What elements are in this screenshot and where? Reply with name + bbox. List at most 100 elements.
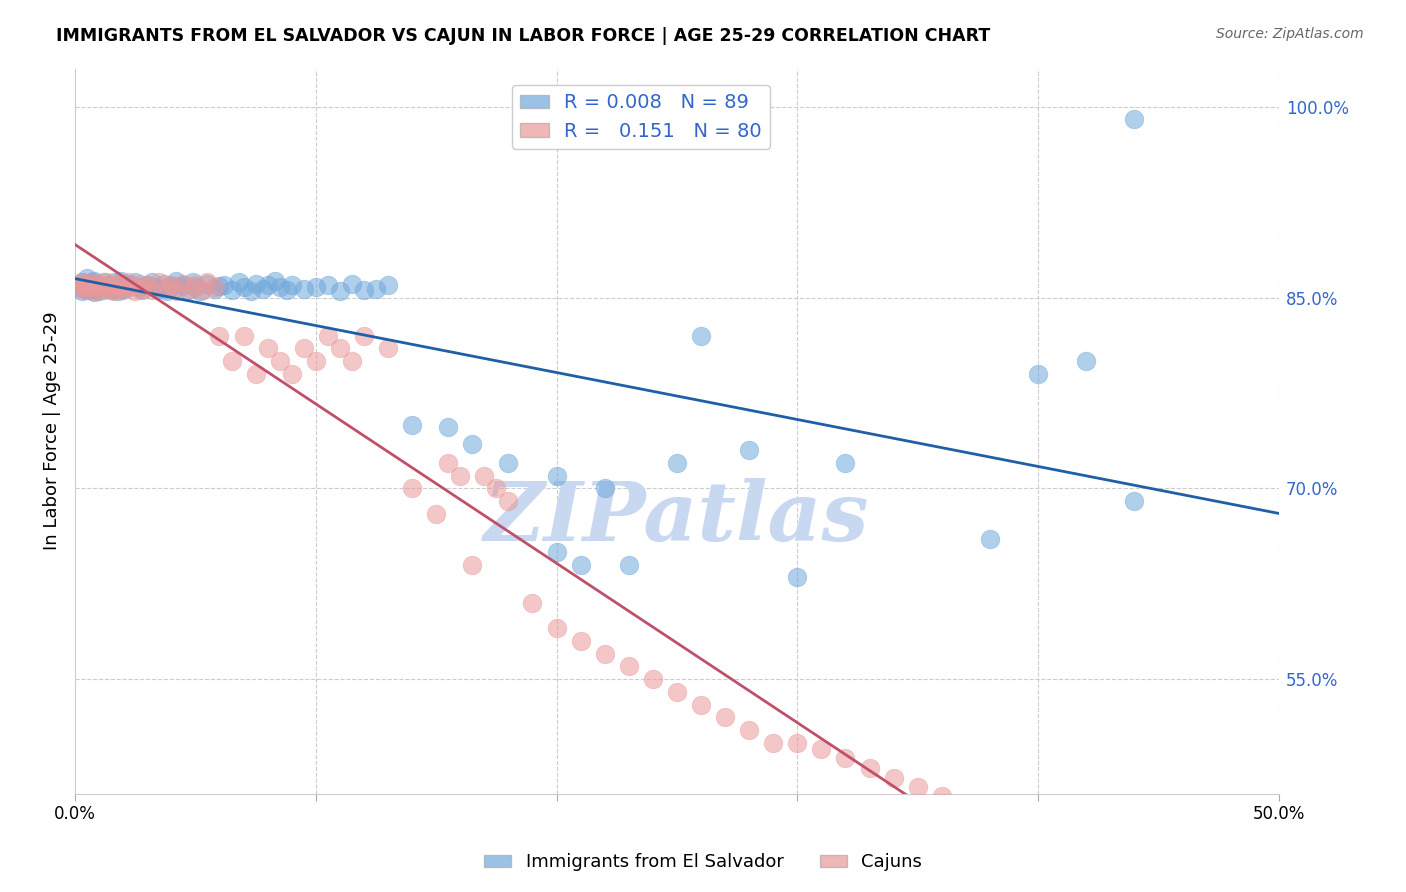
Point bbox=[76, 271, 98, 285]
Point bbox=[165, 284, 187, 298]
Point bbox=[449, 468, 471, 483]
Point bbox=[112, 283, 135, 297]
Point bbox=[79, 277, 101, 291]
Point bbox=[232, 280, 254, 294]
Point bbox=[129, 280, 152, 294]
Point bbox=[690, 328, 713, 343]
Point bbox=[617, 558, 640, 572]
Point bbox=[80, 275, 103, 289]
Point bbox=[181, 275, 204, 289]
Point bbox=[104, 277, 127, 291]
Point bbox=[329, 342, 352, 356]
Point bbox=[1002, 812, 1025, 826]
Point bbox=[221, 283, 243, 297]
Point bbox=[121, 280, 143, 294]
Point bbox=[70, 275, 93, 289]
Point bbox=[1123, 494, 1146, 508]
Point bbox=[66, 277, 89, 292]
Point bbox=[437, 456, 460, 470]
Point bbox=[340, 354, 363, 368]
Point bbox=[124, 275, 146, 289]
Point bbox=[280, 367, 302, 381]
Point bbox=[214, 277, 236, 292]
Point bbox=[269, 280, 291, 294]
Point bbox=[110, 277, 132, 292]
Point bbox=[70, 284, 93, 298]
Point bbox=[96, 280, 118, 294]
Point bbox=[73, 283, 96, 297]
Point bbox=[472, 468, 495, 483]
Text: Source: ZipAtlas.com: Source: ZipAtlas.com bbox=[1216, 27, 1364, 41]
Point bbox=[87, 282, 110, 296]
Point bbox=[377, 342, 399, 356]
Point bbox=[377, 277, 399, 292]
Point bbox=[69, 280, 91, 294]
Point bbox=[96, 275, 118, 289]
Y-axis label: In Labor Force | Age 25-29: In Labor Force | Age 25-29 bbox=[44, 312, 60, 550]
Point bbox=[305, 354, 328, 368]
Point bbox=[131, 283, 153, 297]
Point bbox=[100, 277, 122, 292]
Point bbox=[401, 481, 423, 495]
Point bbox=[239, 284, 262, 298]
Point bbox=[148, 282, 170, 296]
Point bbox=[83, 274, 105, 288]
Point bbox=[70, 275, 93, 289]
Point bbox=[665, 685, 688, 699]
Point bbox=[738, 443, 761, 458]
Point bbox=[569, 558, 592, 572]
Point bbox=[276, 283, 298, 297]
Point bbox=[208, 279, 231, 293]
Point bbox=[83, 285, 105, 300]
Point bbox=[66, 280, 89, 294]
Point bbox=[569, 634, 592, 648]
Point bbox=[172, 277, 194, 292]
Point bbox=[80, 275, 103, 289]
Point bbox=[245, 367, 267, 381]
Point bbox=[107, 284, 129, 298]
Point bbox=[86, 277, 108, 291]
Point bbox=[305, 280, 328, 294]
Legend: R = 0.008   N = 89, R =   0.151   N = 80: R = 0.008 N = 89, R = 0.151 N = 80 bbox=[512, 86, 769, 149]
Point bbox=[136, 277, 159, 292]
Point bbox=[834, 456, 856, 470]
Point bbox=[228, 275, 250, 289]
Point bbox=[79, 280, 101, 294]
Point bbox=[1026, 367, 1049, 381]
Point bbox=[252, 282, 274, 296]
Point bbox=[316, 328, 339, 343]
Point bbox=[107, 282, 129, 296]
Point bbox=[641, 672, 664, 686]
Point bbox=[232, 328, 254, 343]
Point bbox=[80, 280, 103, 294]
Point bbox=[256, 277, 278, 292]
Point bbox=[208, 328, 231, 343]
Point bbox=[593, 481, 616, 495]
Point bbox=[498, 494, 520, 508]
Point bbox=[245, 277, 267, 291]
Point bbox=[86, 277, 108, 291]
Point bbox=[665, 456, 688, 470]
Point bbox=[593, 647, 616, 661]
Legend: Immigrants from El Salvador, Cajuns: Immigrants from El Salvador, Cajuns bbox=[477, 847, 929, 879]
Point bbox=[883, 772, 905, 786]
Point bbox=[112, 282, 135, 296]
Point bbox=[93, 283, 115, 297]
Point bbox=[155, 284, 177, 298]
Point bbox=[204, 280, 226, 294]
Point bbox=[129, 277, 152, 291]
Point bbox=[76, 277, 98, 292]
Point bbox=[188, 284, 211, 298]
Point bbox=[546, 621, 568, 635]
Point bbox=[979, 809, 1001, 823]
Point bbox=[103, 275, 125, 289]
Point bbox=[617, 659, 640, 673]
Point bbox=[87, 277, 110, 292]
Point bbox=[256, 342, 278, 356]
Point bbox=[141, 283, 163, 297]
Point bbox=[197, 275, 219, 289]
Point bbox=[329, 284, 352, 298]
Point bbox=[83, 284, 105, 298]
Point bbox=[810, 742, 832, 756]
Point bbox=[110, 274, 132, 288]
